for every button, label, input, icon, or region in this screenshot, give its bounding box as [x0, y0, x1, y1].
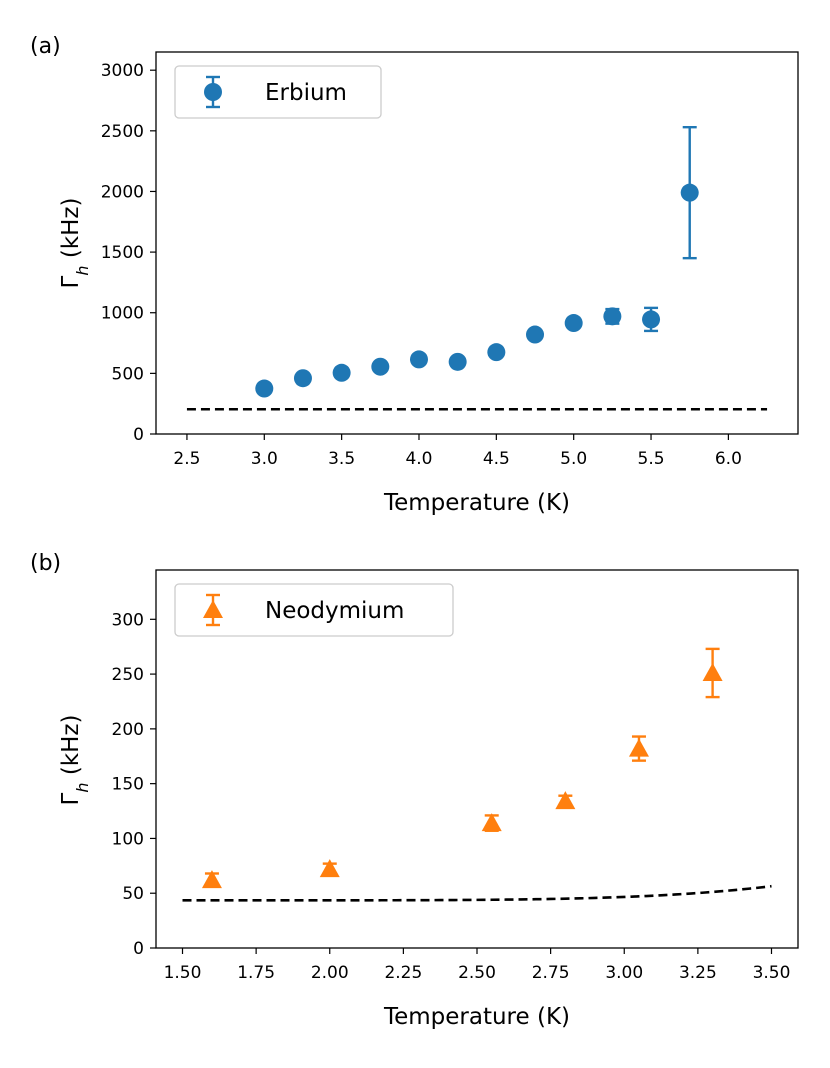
x-tick-label: 2.75	[532, 963, 570, 983]
panel-b-ylabel-symbol: Γ	[58, 792, 84, 805]
x-tick-label: 5.5	[638, 449, 665, 469]
legend-marker-symbol	[204, 83, 222, 101]
y-tick-label: 3000	[101, 61, 144, 81]
panel-b: (b) 1.50 1.75 2.00 2.25 2.50 2.75 3.00 3.25 3.50…	[30, 551, 798, 1030]
panel-b-ylabel: Γh (kHz)	[58, 715, 92, 806]
panel-b-ylabel-subscript: h	[73, 782, 92, 792]
y-tick-label: 2500	[101, 122, 144, 142]
data-point	[681, 184, 699, 202]
y-tick-label: 0	[133, 425, 144, 445]
data-point	[642, 310, 660, 328]
panel-a-ylabel-symbol: Γ	[58, 275, 84, 288]
y-tick-label: 200	[112, 720, 144, 740]
panel-b-ylabel-unit: (kHz)	[58, 715, 84, 783]
y-tick-label: 1000	[101, 304, 144, 324]
y-tick-label: 2000	[101, 182, 144, 202]
x-tick-label: 3.00	[605, 963, 643, 983]
panel-a: (a) 2.5 3.0 3.5 4.0 4.5 5.0 5.5 6.0 0 500 1000 1500…	[30, 34, 798, 516]
data-point	[703, 663, 723, 681]
panel-a-ylabel-unit: (kHz)	[58, 198, 84, 266]
fit-curve	[183, 886, 772, 900]
y-tick-label: 250	[112, 665, 144, 685]
panel-a-ylabel-subscript: h	[73, 265, 92, 275]
panel-a-data-layer	[255, 127, 698, 397]
y-tick-label: 100	[112, 829, 144, 849]
x-tick-label: 4.0	[405, 449, 432, 469]
data-point	[526, 326, 544, 344]
y-tick-label: 150	[112, 775, 144, 795]
data-point	[320, 859, 340, 877]
data-point	[410, 350, 428, 368]
x-tick-label: 2.25	[384, 963, 422, 983]
x-tick-label: 2.50	[458, 963, 496, 983]
panel-b-label: (b)	[30, 551, 61, 576]
panel-a-legend: Erbium	[175, 66, 381, 118]
y-tick-label: 1500	[101, 243, 144, 263]
x-tick-label: 3.5	[328, 449, 355, 469]
x-tick-label: 3.50	[753, 963, 791, 983]
panel-b-legend: Neodymium	[175, 584, 453, 636]
y-tick-label: 50	[122, 884, 144, 904]
data-point	[565, 314, 583, 332]
data-point	[255, 380, 273, 398]
panel-b-fit-layer	[183, 886, 772, 900]
data-point	[333, 364, 351, 382]
x-tick-label: 5.0	[560, 449, 587, 469]
panel-a-xlabel: Temperature (K)	[383, 490, 570, 516]
x-tick-label: 4.5	[483, 449, 510, 469]
panel-b-ticks: 1.50 1.75 2.00 2.25 2.50 2.75 3.00 3.25 3.50 0 50 1…	[112, 610, 791, 983]
data-point	[371, 358, 389, 376]
data-point	[629, 739, 649, 757]
panel-b-xlabel: Temperature (K)	[383, 1004, 570, 1030]
x-tick-label: 1.50	[164, 963, 202, 983]
panel-b-data-layer	[202, 649, 723, 888]
x-tick-label: 1.75	[237, 963, 275, 983]
x-tick-label: 3.25	[679, 963, 717, 983]
panel-a-label: (a)	[30, 34, 61, 59]
data-point	[294, 369, 312, 387]
x-tick-label: 6.0	[715, 449, 742, 469]
y-tick-label: 0	[133, 939, 144, 959]
y-tick-label: 500	[112, 364, 144, 384]
x-tick-label: 2.00	[311, 963, 349, 983]
data-point	[449, 353, 467, 371]
panel-a-ticks: 2.5 3.0 3.5 4.0 4.5 5.0 5.5 6.0 0 500 1000 1500 2000…	[101, 61, 742, 469]
panel-a-legend-label: Erbium	[265, 80, 347, 106]
y-tick-label: 300	[112, 610, 144, 630]
panel-a-ylabel: Γh (kHz)	[58, 198, 92, 289]
data-point	[555, 791, 575, 809]
panel-b-legend-label: Neodymium	[265, 598, 404, 624]
x-tick-label: 2.5	[173, 449, 200, 469]
data-point	[487, 343, 505, 361]
x-tick-label: 3.0	[251, 449, 278, 469]
data-point	[603, 307, 621, 325]
